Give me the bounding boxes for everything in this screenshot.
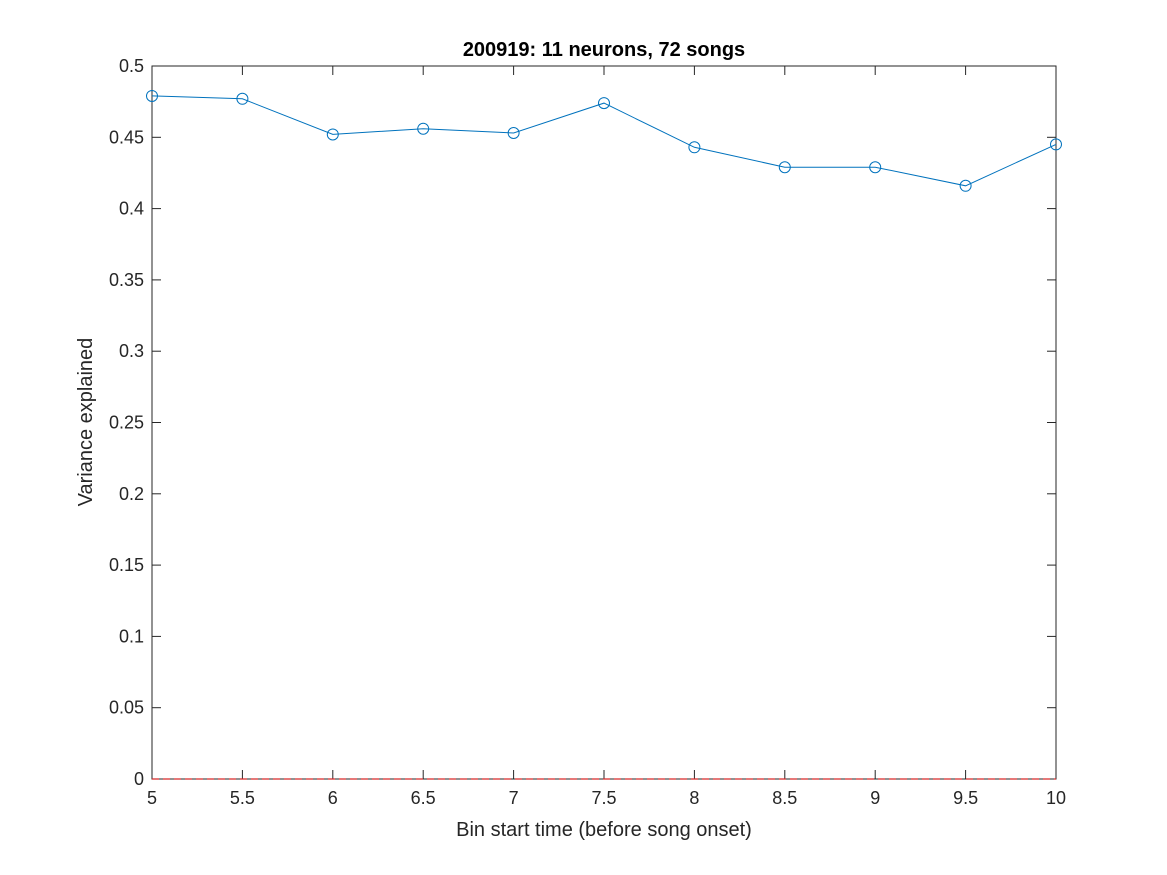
- axis-ticks: [151, 65, 1057, 780]
- x-tick-label: 8.5: [772, 788, 797, 808]
- y-axis-title: Variance explained: [75, 338, 97, 507]
- x-tick-label: 8: [689, 788, 699, 808]
- x-tick-label: 9: [870, 788, 880, 808]
- y-tick-label: 0.4: [119, 199, 144, 219]
- x-tick-labels: 5 5.5 6 6.5 7 7.5 8 8.5 9 9.5 10: [147, 788, 1066, 808]
- x-tick-label: 6.5: [411, 788, 436, 808]
- y-tick-label: 0.15: [109, 555, 144, 575]
- y-tick-label: 0.05: [109, 698, 144, 718]
- y-tick-label: 0: [134, 769, 144, 789]
- x-tick-label: 6: [328, 788, 338, 808]
- data-point: [507, 127, 520, 140]
- x-tick-label: 5.5: [230, 788, 255, 808]
- data-point: [778, 161, 791, 174]
- x-axis-title: Bin start time (before song onset): [456, 819, 752, 841]
- y-tick-label: 0.2: [119, 484, 144, 504]
- data-point: [959, 179, 972, 192]
- x-tick-label: 10: [1046, 788, 1066, 808]
- y-tick-label: 0.3: [119, 341, 144, 361]
- chart-title: 200919: 11 neurons, 72 songs: [463, 39, 745, 61]
- series-line: [151, 95, 1057, 187]
- x-tick-label: 9.5: [953, 788, 978, 808]
- y-tick-labels: 0 0.05 0.1 0.15 0.2 0.25 0.3 0.35 0.4 0.45 0.5: [109, 56, 144, 789]
- y-tick-label: 0.1: [119, 626, 144, 646]
- x-tick-label: 7: [509, 788, 519, 808]
- data-point: [688, 141, 701, 154]
- data-point: [417, 122, 430, 135]
- y-tick-label: 0.45: [109, 127, 144, 147]
- series-group: [146, 89, 1062, 192]
- data-point: [326, 128, 339, 141]
- data-point: [869, 161, 882, 174]
- data-point: [146, 89, 158, 102]
- data-point: [1050, 138, 1062, 151]
- y-tick-label: 0.5: [119, 56, 144, 76]
- plot-area: [151, 65, 1057, 780]
- data-point: [598, 97, 610, 110]
- y-tick-label: 0.35: [109, 270, 144, 290]
- data-point: [236, 92, 249, 105]
- y-tick-label: 0.25: [109, 413, 144, 433]
- x-tick-label: 7.5: [591, 788, 616, 808]
- x-tick-label: 5: [147, 788, 157, 808]
